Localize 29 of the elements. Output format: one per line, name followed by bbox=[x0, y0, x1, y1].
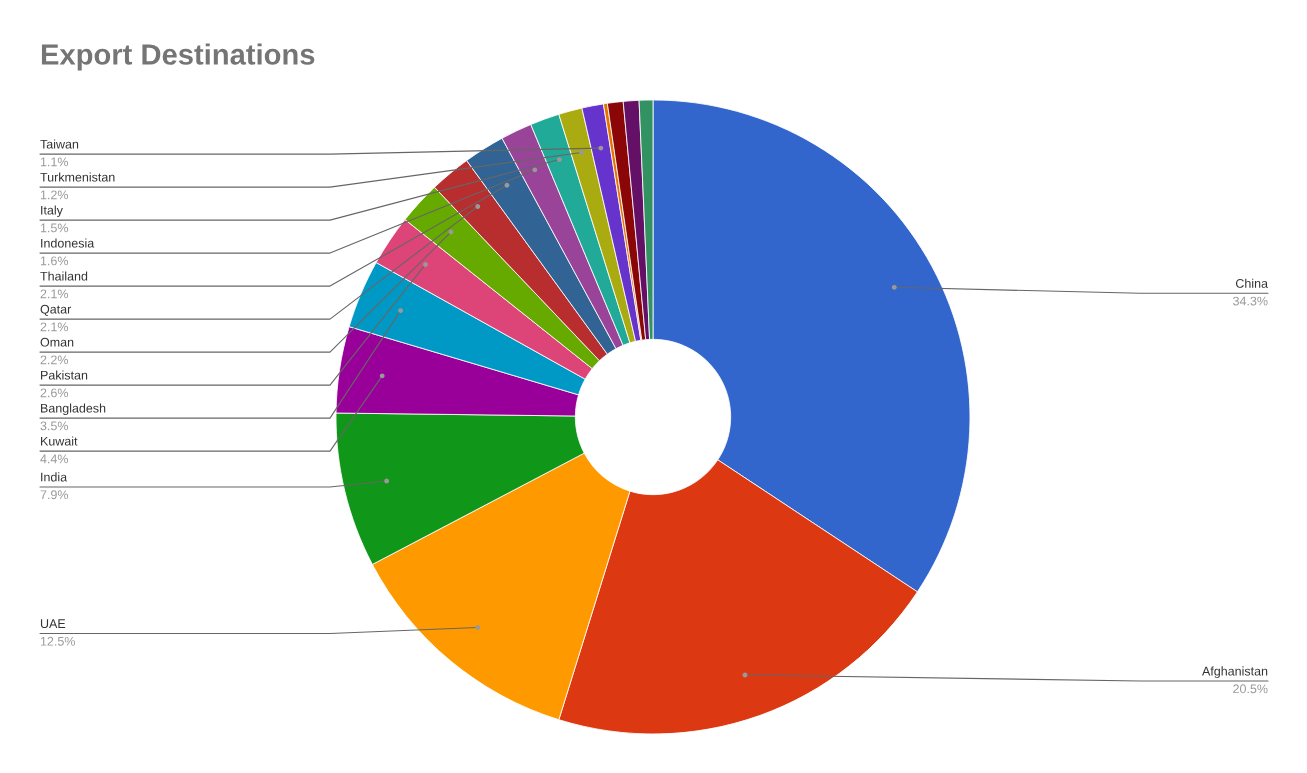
slice-label: India bbox=[41, 472, 68, 482]
slice-label: Indonesia bbox=[41, 238, 95, 248]
slice-label: Qatar bbox=[40, 304, 72, 316]
slice-label: Oman bbox=[40, 337, 74, 347]
slice-label: Bangladesh bbox=[41, 403, 106, 416]
data-label: 1.6% bbox=[40, 256, 69, 266]
data-label: 12.5% bbox=[40, 636, 75, 646]
data-label: 34.3% bbox=[1233, 296, 1268, 306]
data-label: 20.5% bbox=[1233, 684, 1268, 694]
data-label: 2.2% bbox=[40, 355, 69, 365]
slice-label: Italy bbox=[41, 205, 63, 218]
slice-label: Kuwait bbox=[41, 436, 78, 446]
data-label: 1.5% bbox=[40, 223, 69, 233]
slice-label: China bbox=[1235, 278, 1268, 288]
data-label: 7.9% bbox=[40, 490, 69, 500]
slice-label: Pakistan bbox=[41, 370, 88, 380]
slice-label: Turkmenistan bbox=[40, 172, 115, 182]
data-label: 1.2% bbox=[40, 190, 69, 200]
slice-label: Afghanistan bbox=[1202, 666, 1268, 679]
slice-label: Thailand bbox=[40, 271, 88, 281]
data-label: 2.1% bbox=[40, 322, 69, 332]
data-label: 2.1% bbox=[40, 289, 69, 299]
slice-label: Taiwan bbox=[40, 139, 79, 149]
data-label: 4.4% bbox=[40, 454, 69, 464]
chart-title: Export Destinations bbox=[41, 43, 315, 71]
data-label: 3.5% bbox=[40, 421, 69, 431]
data-label: 2.6% bbox=[40, 388, 69, 398]
slice-label: UAE bbox=[40, 619, 66, 629]
data-label: 1.1% bbox=[40, 157, 69, 167]
